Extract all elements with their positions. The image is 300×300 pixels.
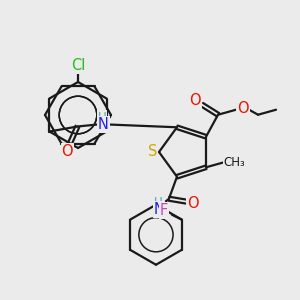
Text: F: F [160, 203, 168, 218]
Text: O: O [61, 144, 73, 159]
Text: H: H [98, 111, 107, 124]
Text: S: S [148, 145, 158, 160]
Text: N: N [154, 202, 164, 217]
Text: O: O [187, 196, 199, 211]
Text: O: O [237, 101, 249, 116]
Text: CH₃: CH₃ [223, 156, 245, 169]
Text: N: N [98, 117, 109, 132]
Text: H: H [154, 196, 162, 209]
Text: O: O [189, 93, 201, 108]
Text: Cl: Cl [71, 58, 85, 74]
